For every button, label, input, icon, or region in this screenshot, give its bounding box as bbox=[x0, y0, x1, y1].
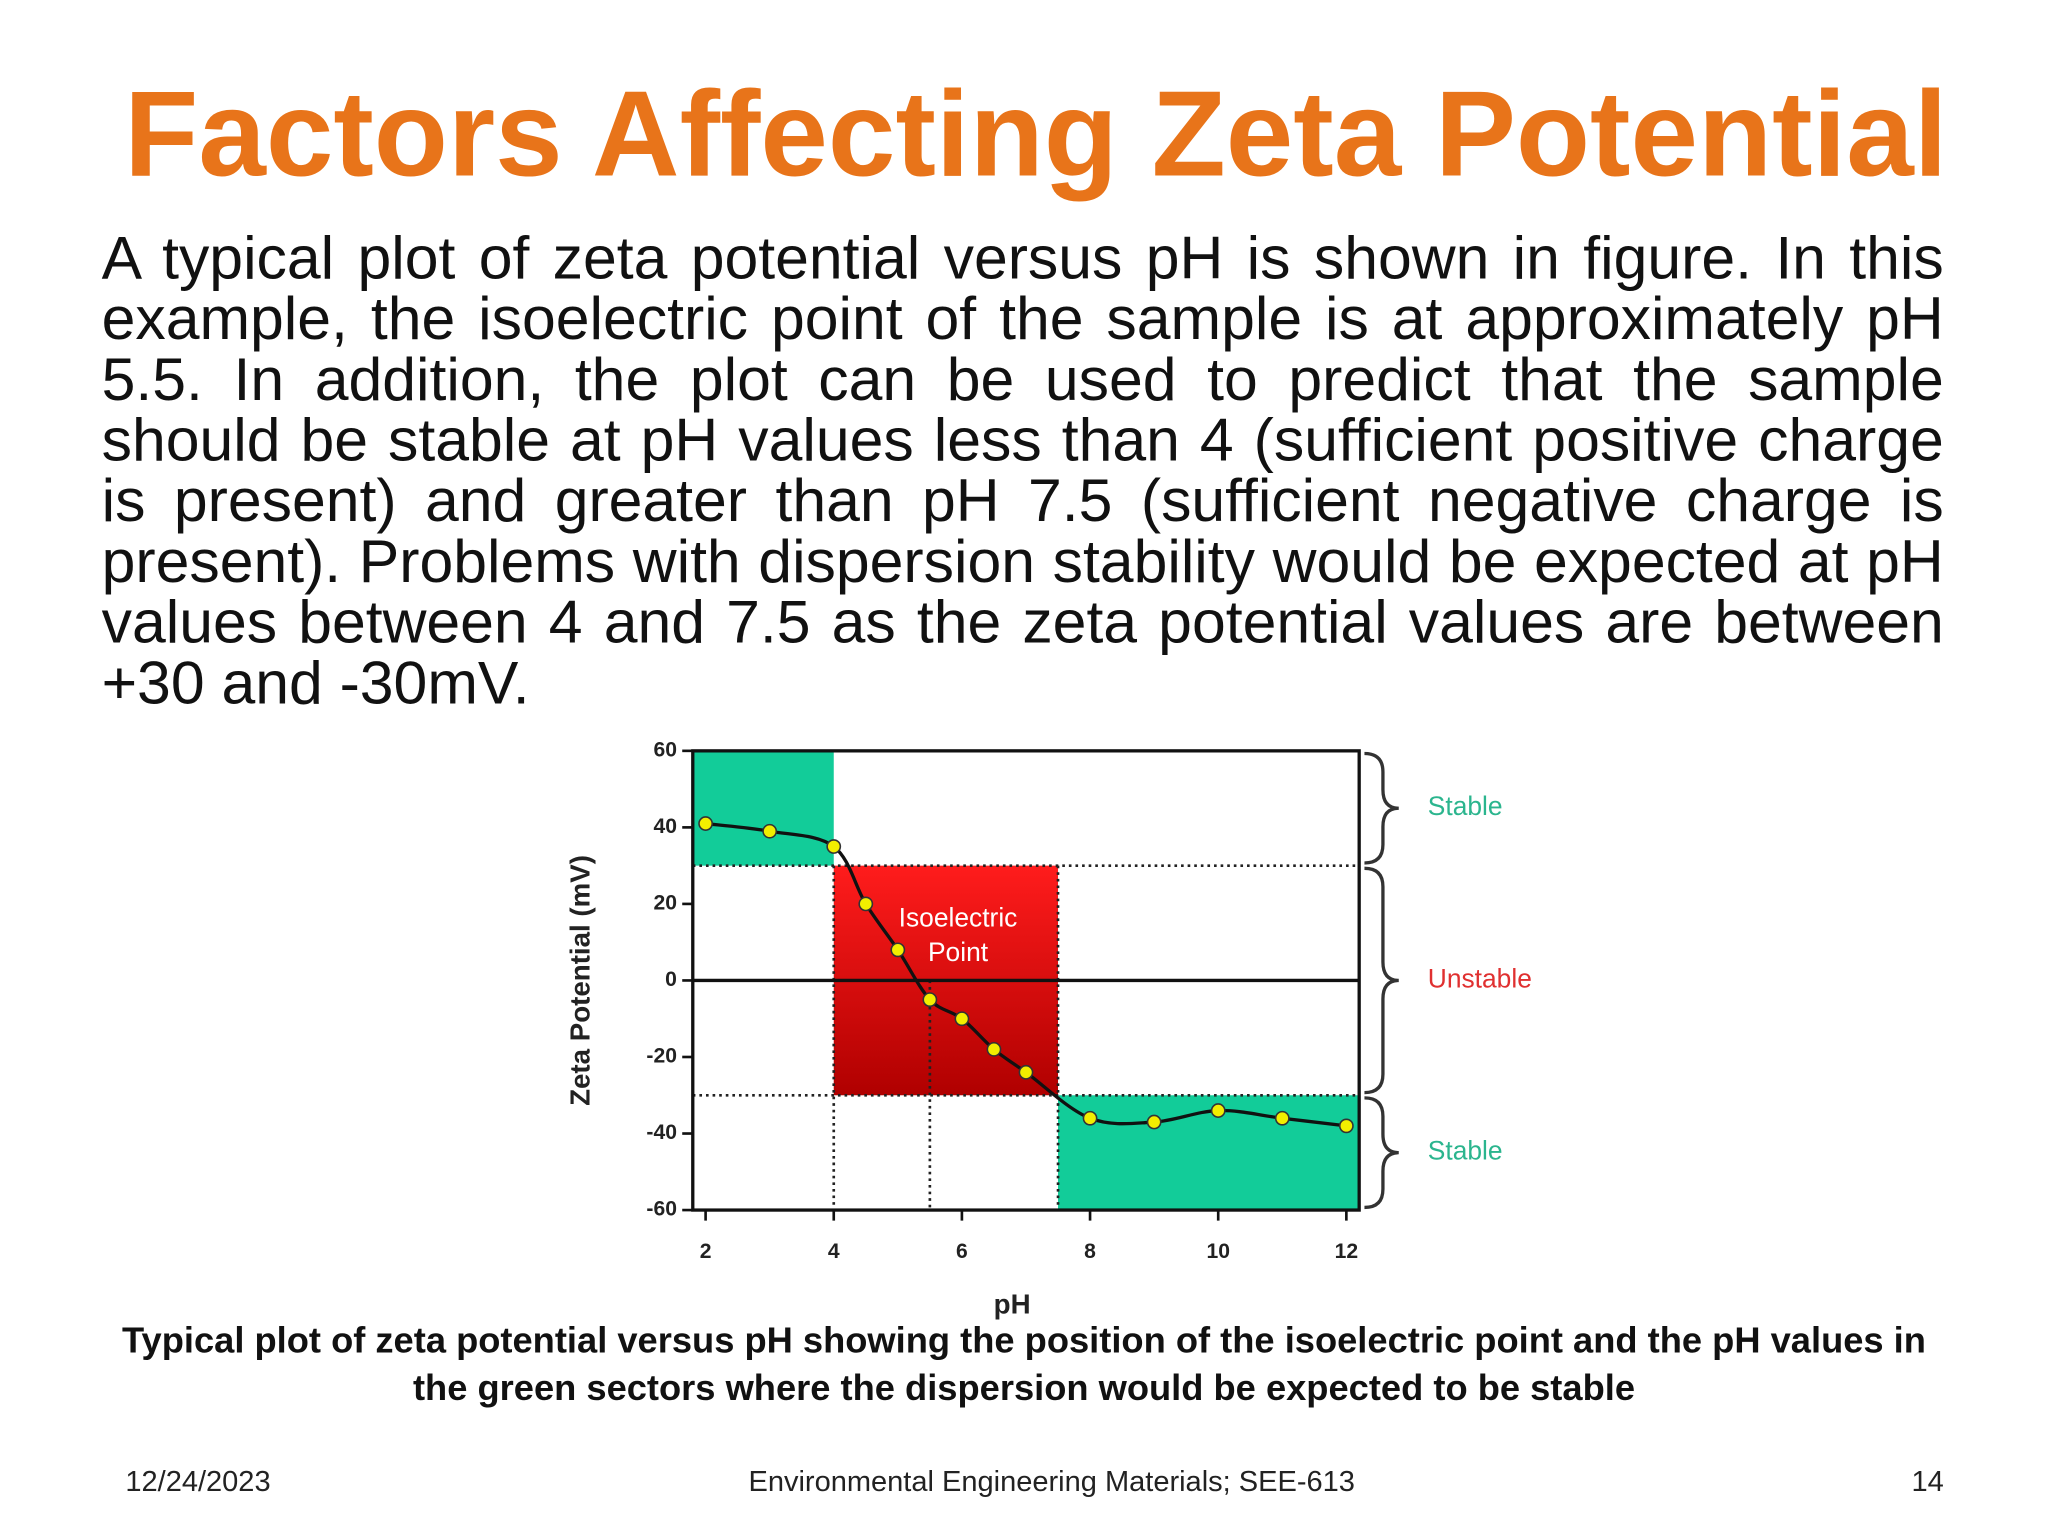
page-number: 14 bbox=[1911, 1466, 1943, 1498]
date: 12/24/2023 bbox=[125, 1466, 270, 1498]
data-point bbox=[1018, 1064, 1034, 1080]
data-point bbox=[698, 816, 713, 831]
data-point bbox=[986, 1041, 1002, 1057]
y-tick-label: 20 bbox=[653, 891, 676, 914]
data-point bbox=[1146, 1114, 1162, 1130]
data-point bbox=[762, 823, 778, 839]
data-point bbox=[954, 1011, 970, 1027]
x-axis-label: pH bbox=[994, 1289, 1031, 1320]
data-point bbox=[922, 992, 938, 1007]
x-tick-label: 6 bbox=[956, 1240, 968, 1263]
data-point bbox=[858, 896, 874, 912]
band-label: Stable bbox=[1428, 791, 1503, 821]
y-tick-label: 60 bbox=[653, 738, 676, 761]
body-box: A typical plot of zeta potential versus … bbox=[101, 226, 1944, 717]
caption-box: Typical plot of zeta potential versus pH… bbox=[122, 1319, 1926, 1408]
footer: Environmental Engineering Materials; SEE… bbox=[748, 1466, 1354, 1498]
body-text: A typical plot of zeta potential versus … bbox=[101, 226, 1944, 717]
x-tick-label: 4 bbox=[828, 1240, 840, 1263]
caption: Typical plot of zeta potential versus pH… bbox=[122, 1319, 1926, 1408]
x-tick-label: 8 bbox=[1084, 1240, 1096, 1263]
y-tick-label: -20 bbox=[646, 1045, 677, 1068]
y-tick-label: -60 bbox=[646, 1198, 677, 1221]
x-tick-label: 12 bbox=[1335, 1240, 1358, 1263]
data-point bbox=[890, 942, 906, 958]
y-tick-label: 0 bbox=[665, 968, 677, 991]
brace bbox=[1364, 751, 1399, 865]
x-tick-label: 2 bbox=[700, 1240, 712, 1263]
data-point bbox=[1338, 1118, 1354, 1134]
y-tick-label: -40 bbox=[646, 1121, 677, 1144]
slide-title: Factors Affecting Zeta Potential bbox=[124, 66, 1947, 202]
chart: Stable Unstable Stable Isoelectric Point -60 -… bbox=[564, 738, 1532, 1319]
brace bbox=[1364, 866, 1399, 1095]
band bbox=[1058, 1095, 1360, 1211]
y-axis-label: Zeta Potential (mV) bbox=[564, 855, 595, 1106]
annotation: Isoelectric bbox=[899, 903, 1018, 933]
annotation: Point bbox=[928, 937, 989, 967]
data-point bbox=[1274, 1110, 1290, 1126]
band-label: Stable bbox=[1428, 1136, 1503, 1166]
band-label: Unstable bbox=[1428, 963, 1532, 993]
data-point bbox=[826, 839, 842, 854]
x-tick-label: 10 bbox=[1206, 1240, 1229, 1263]
data-point bbox=[1082, 1110, 1098, 1126]
band bbox=[692, 750, 834, 866]
y-tick-label: 40 bbox=[653, 815, 676, 838]
brace bbox=[1364, 1096, 1399, 1210]
data-point bbox=[1210, 1103, 1226, 1118]
